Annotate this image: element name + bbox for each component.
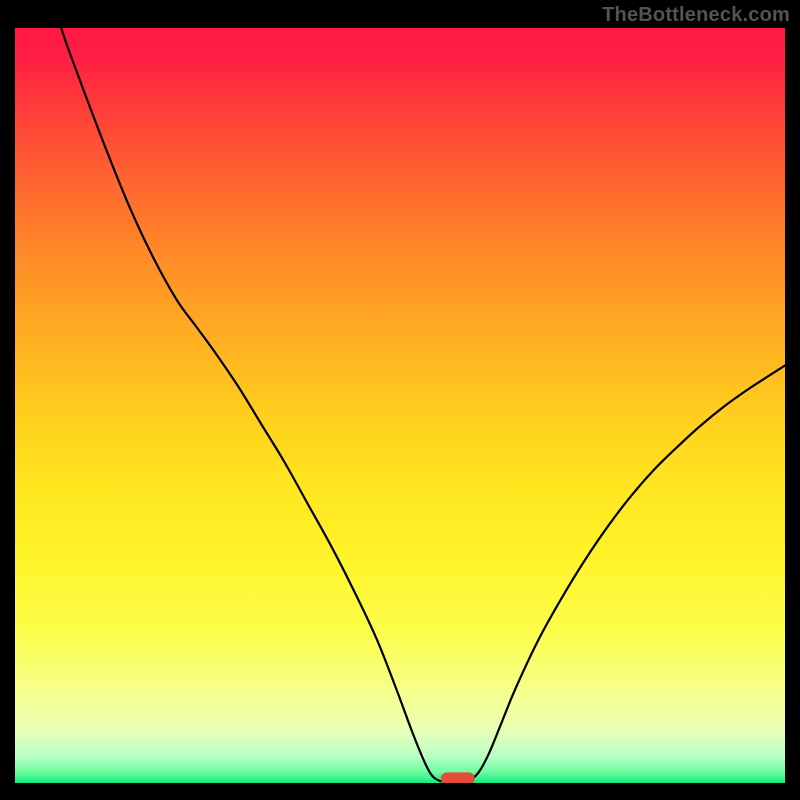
bottleneck-curve-chart <box>15 28 785 783</box>
optimal-marker <box>441 772 475 783</box>
plot-area <box>15 28 785 783</box>
chart-frame: TheBottleneck.com <box>0 0 800 800</box>
watermark-text: TheBottleneck.com <box>602 4 790 27</box>
gradient-background <box>15 28 785 783</box>
